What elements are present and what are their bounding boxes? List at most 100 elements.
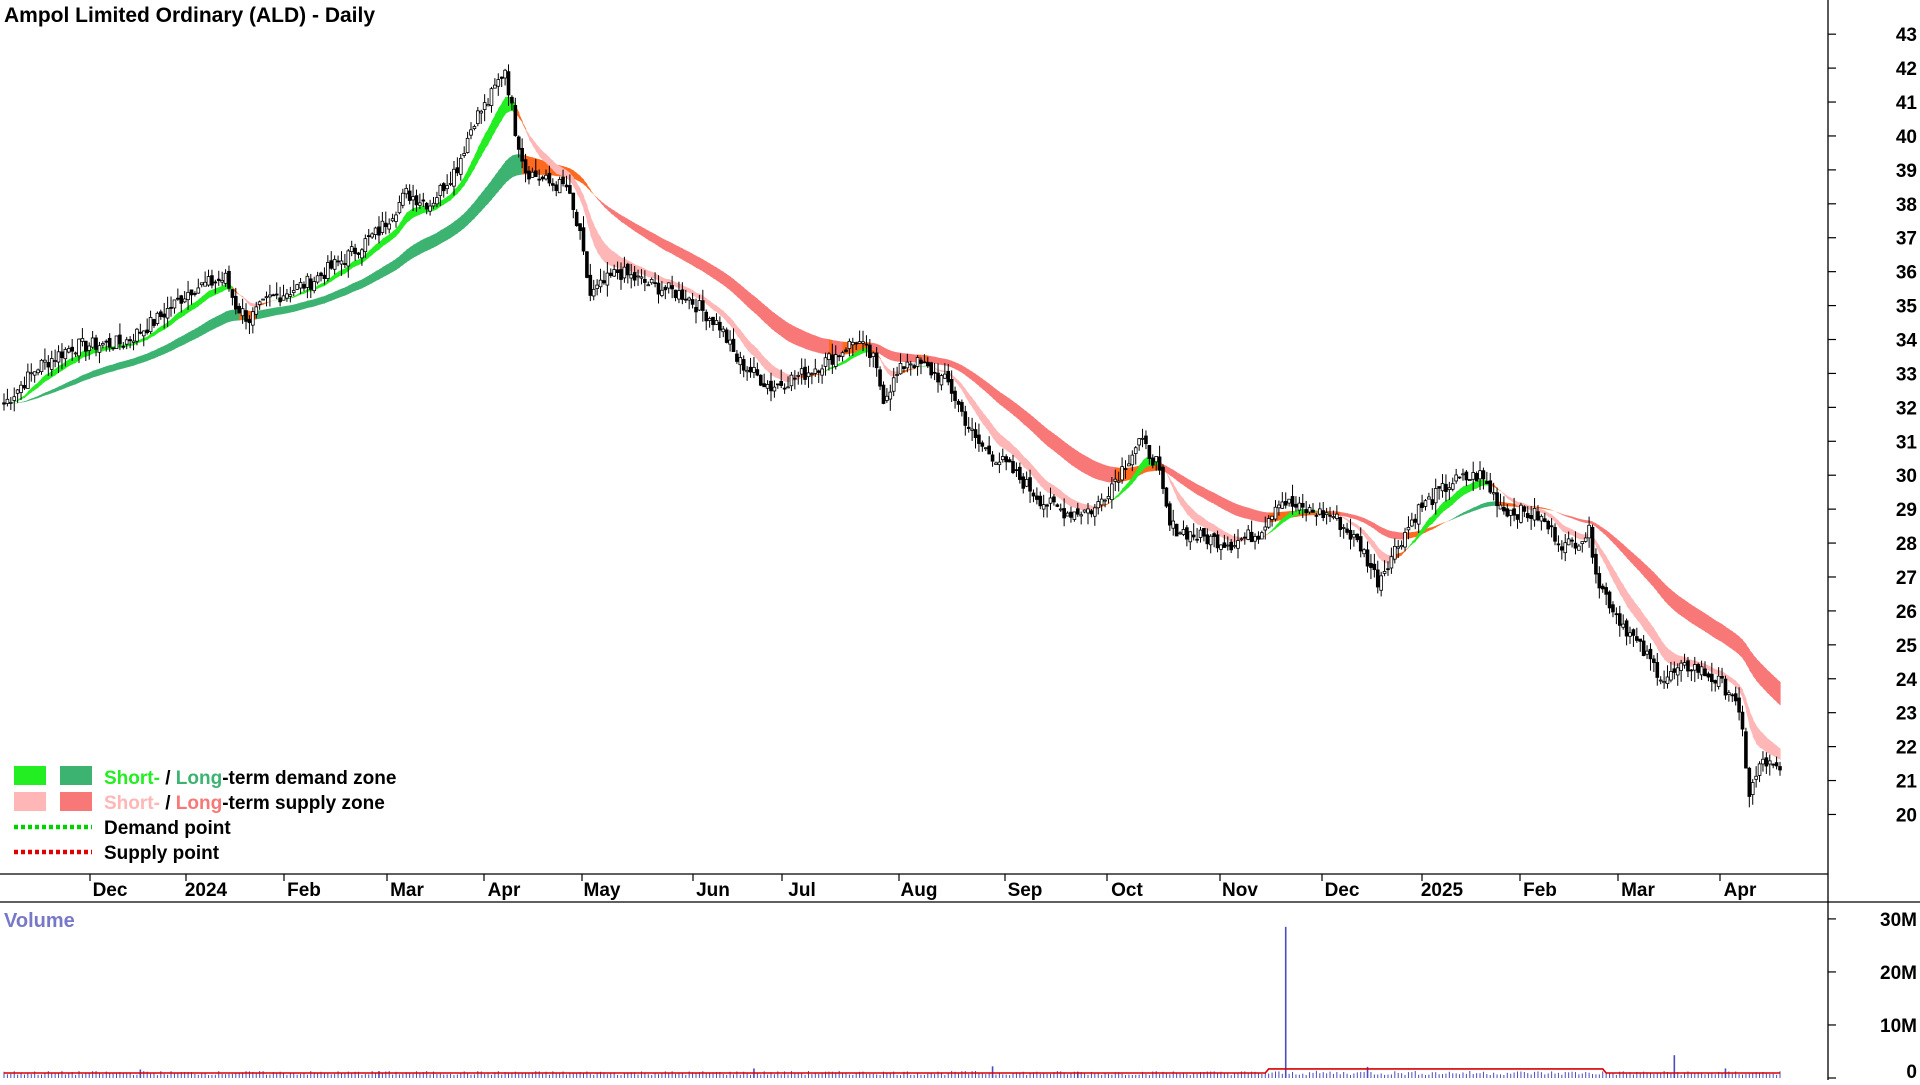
long-zone-segment (512, 155, 516, 178)
candle-body (255, 307, 258, 314)
long-zone-segment (836, 341, 840, 355)
candle-body (1352, 535, 1355, 538)
long-zone-segment (1490, 501, 1494, 506)
candle-body (582, 228, 585, 251)
candle-body (517, 137, 520, 149)
candle-body (838, 356, 841, 357)
candle-body (1646, 651, 1649, 654)
candle-body (16, 390, 19, 393)
candle-body (899, 363, 902, 373)
candle-body (909, 364, 912, 365)
long-zone-segment (1003, 394, 1007, 409)
candle-body (872, 353, 875, 356)
candle-body (170, 307, 173, 308)
candle-body (190, 290, 193, 295)
candle-body (476, 111, 479, 124)
candle-body (483, 103, 486, 110)
candle-body (456, 168, 459, 173)
long-zone-segment (1023, 409, 1027, 426)
candle-body (453, 169, 456, 186)
candle-body (991, 455, 994, 461)
long-zone-segment (454, 219, 458, 235)
candle-body (6, 399, 9, 403)
candle-body (1291, 496, 1294, 506)
long-zone-segment (1685, 600, 1689, 621)
price-tick-label: 40 (1896, 127, 1917, 148)
candle-body (463, 153, 466, 155)
candle-body (1216, 535, 1219, 548)
candle-body (1560, 547, 1563, 550)
candle-body (1581, 542, 1584, 544)
candle-body (306, 276, 309, 287)
long-zone-segment (1054, 434, 1058, 454)
long-zone-segment (948, 360, 952, 368)
candle-body (101, 343, 104, 345)
candle-body (211, 276, 214, 286)
candle-body (1738, 698, 1741, 712)
volume-tick-label: 30M (1880, 910, 1917, 931)
candle-body (1165, 488, 1168, 506)
candle-body (1584, 538, 1587, 541)
candle-body (74, 353, 77, 354)
candle-body (1775, 763, 1778, 766)
long-zone-segment (1732, 631, 1736, 652)
candle-body (425, 203, 428, 209)
candle-body (1260, 533, 1263, 539)
short-zone-segment (607, 246, 611, 266)
candle-body (1397, 547, 1400, 548)
long-zone-segment (757, 299, 761, 319)
candle-body (1557, 544, 1560, 545)
long-zone-segment (338, 289, 342, 298)
candle-body (1516, 515, 1519, 520)
long-zone-segment (808, 333, 812, 351)
candle-body (623, 267, 626, 278)
candle-body (1714, 680, 1717, 683)
candle-body (698, 301, 701, 310)
candle-body (1499, 505, 1502, 509)
candle-body (1598, 573, 1601, 587)
candle-body (391, 219, 394, 221)
short-zone-segment (648, 271, 652, 278)
long-zone-segment (260, 310, 264, 319)
long-zone-segment (222, 311, 226, 324)
long-zone-segment (96, 369, 100, 377)
long-zone-segment (307, 300, 311, 308)
candle-body (1243, 537, 1246, 538)
candle-body (551, 184, 554, 186)
candle-body (180, 296, 183, 304)
candle-body (647, 285, 650, 286)
short-zone-segment (1760, 730, 1764, 749)
candle-body (650, 279, 653, 282)
candle-body (234, 296, 237, 309)
long-zone-segment (1098, 463, 1102, 481)
candle-body (626, 264, 629, 275)
candle-body (30, 373, 33, 374)
candle-body (1543, 519, 1546, 522)
candle-body (1257, 536, 1260, 539)
long-zone-segment (314, 298, 318, 306)
long-zone-segment (1770, 672, 1774, 698)
date-tick-label: Apr (488, 880, 521, 901)
candle-body (207, 277, 210, 285)
long-zone-segment (386, 263, 390, 276)
candle-body (459, 158, 462, 174)
candle-body (268, 295, 271, 297)
long-zone-segment (382, 265, 386, 277)
long-zone-segment (209, 319, 213, 332)
long-zone-segment (1671, 590, 1675, 611)
candle-body (1196, 539, 1199, 540)
volume-label: Volume (4, 910, 75, 932)
long-zone-segment (1207, 490, 1211, 503)
candle-body (1717, 676, 1720, 686)
candle-body (1629, 633, 1632, 637)
candle-body (1693, 665, 1696, 671)
candle-body (183, 299, 186, 302)
long-zone-segment (696, 256, 700, 270)
price-tick-label: 34 (1896, 331, 1918, 352)
long-zone-segment (1231, 502, 1235, 515)
short-zone-segment (611, 250, 615, 267)
long-zone-segment (911, 354, 915, 362)
candle-body (780, 381, 783, 385)
price-tick-label: 36 (1896, 263, 1917, 284)
